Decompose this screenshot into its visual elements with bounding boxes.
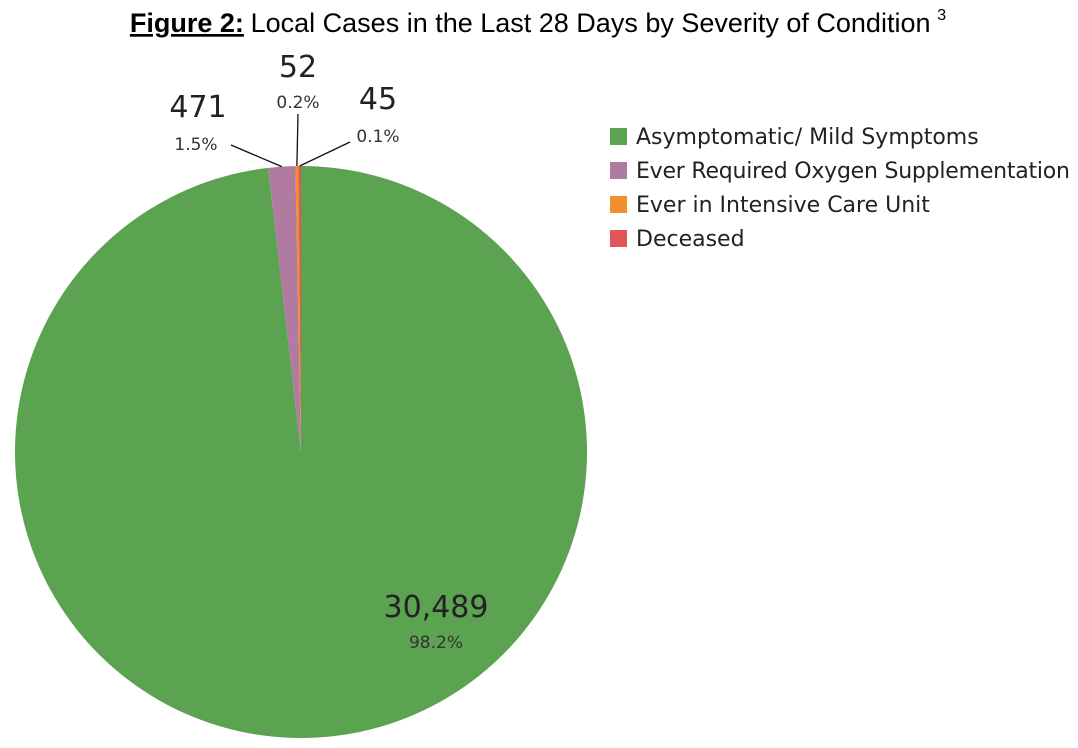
slice-percent-label: 0.1% xyxy=(356,127,399,147)
legend: Asymptomatic/ Mild Symptoms Ever Required… xyxy=(610,125,1070,252)
slice-percent-label: 0.2% xyxy=(276,93,319,113)
slice-labels: 30,489 98.2% 471 1.5% 52 0.2% 45 0.1% xyxy=(169,50,488,653)
chart-title-text: Local Cases in the Last 28 Days by Sever… xyxy=(251,8,931,38)
chart-title-superscript: 3 xyxy=(937,7,946,24)
pie-slice-asymptomatic-mild-symptoms xyxy=(14,166,587,738)
legend-label-ever-in-intensive-care-unit: Ever in Intensive Care Unit xyxy=(636,193,930,218)
legend-label-asymptomatic-mild-symptoms: Asymptomatic/ Mild Symptoms xyxy=(636,125,979,150)
legend-label-ever-required-oxygen-supplementation: Ever Required Oxygen Supplementation xyxy=(636,159,1070,184)
slice-percent-label: 98.2% xyxy=(409,633,463,653)
chart-title-prefix: Figure 2: xyxy=(130,8,244,38)
pie-slice-ever-required-oxygen-supplementation xyxy=(268,166,301,453)
leader-line-ever-required-oxygen-supplementation xyxy=(230,144,283,168)
legend-label-deceased: Deceased xyxy=(636,227,745,252)
leader-line-deceased xyxy=(299,141,351,167)
slice-value-label: 30,489 xyxy=(384,590,489,625)
pie-slice-ever-in-intensive-care-unit xyxy=(295,166,301,453)
pie-slice-deceased xyxy=(298,166,301,452)
pie xyxy=(14,166,587,738)
leader-line-ever-in-intensive-care-unit xyxy=(296,113,299,167)
legend-swatch-ever-in-intensive-care-unit xyxy=(610,196,627,213)
legend-swatch-deceased xyxy=(610,230,627,247)
slice-percent-label: 1.5% xyxy=(174,135,217,155)
legend-swatch-ever-required-oxygen-supplementation xyxy=(610,162,627,179)
slice-value-label: 52 xyxy=(279,50,317,85)
legend-swatch-asymptomatic-mild-symptoms xyxy=(610,128,627,145)
chart-title: Figure 2: Local Cases in the Last 28 Day… xyxy=(130,7,946,38)
slice-value-label: 45 xyxy=(359,82,397,117)
slice-value-label: 471 xyxy=(169,90,226,125)
